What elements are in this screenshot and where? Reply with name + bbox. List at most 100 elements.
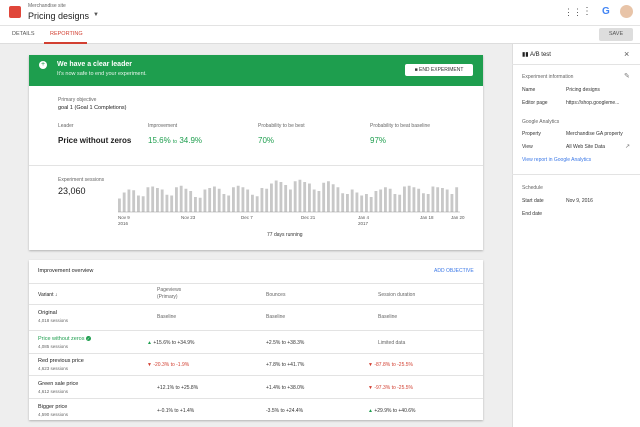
dropdown-caret[interactable]: ▼: [93, 12, 99, 18]
session-bar: [450, 194, 454, 212]
session-bar: [165, 194, 169, 212]
cell: Baseline: [266, 314, 286, 320]
session-bar: [403, 186, 406, 212]
column-header: Bounces: [266, 292, 286, 298]
cell: Baseline: [378, 314, 398, 320]
google-icon[interactable]: G: [602, 6, 610, 17]
x-tick-label: Dec 21: [301, 215, 316, 220]
session-bar: [208, 188, 212, 212]
side-panel: [512, 44, 640, 427]
session-bar: [213, 186, 216, 212]
label: Primary objective: [58, 97, 97, 103]
more-icon[interactable]: ⋮: [582, 6, 592, 17]
session-bar: [346, 194, 349, 212]
session-bar: [289, 189, 292, 212]
session-bar: [274, 180, 278, 212]
session-bar: [255, 196, 259, 212]
session-bar: [227, 195, 231, 212]
button-label: END EXPERIMENT: [418, 67, 464, 73]
cell: -3.5% to +24.4%: [266, 408, 304, 414]
cell: ▼ -87.8% to -25.5%: [368, 362, 413, 368]
edit-icon[interactable]: ✎: [624, 73, 630, 80]
session-bar: [156, 188, 159, 212]
session-bar: [132, 190, 136, 212]
column-subheader: (Primary): [157, 294, 178, 300]
session-bar: [308, 183, 311, 212]
session-bar: [398, 194, 402, 212]
label: Name: [522, 87, 536, 93]
x-tick-label: Jan 20: [451, 215, 465, 220]
label: Experiment sessions: [58, 177, 105, 183]
section-title: Schedule: [522, 185, 543, 191]
session-bar: [312, 189, 316, 212]
end-experiment-button[interactable]: ■ END EXPERIMENT: [405, 64, 473, 76]
divider: [512, 64, 640, 65]
session-bar: [198, 197, 202, 212]
tab-bar: [0, 25, 640, 44]
experiment-title[interactable]: Pricing designs: [28, 11, 90, 21]
variant-name: Red previous price: [38, 358, 84, 364]
value: Nov 9, 2016: [566, 198, 593, 204]
tab-active[interactable]: REPORTING: [50, 31, 83, 37]
divider: [29, 304, 483, 305]
label: End date: [522, 211, 543, 217]
add-objective[interactable]: ADD OBJECTIVE: [434, 268, 474, 274]
session-bar: [441, 188, 444, 212]
session-bar: [265, 188, 269, 212]
session-bar: [393, 194, 397, 212]
session-bar: [241, 187, 245, 212]
label: Leader: [58, 123, 74, 129]
session-bar: [374, 191, 378, 212]
apps-icon[interactable]: ⋮⋮: [564, 7, 582, 17]
cell: Baseline: [157, 314, 177, 320]
label: View: [522, 144, 533, 150]
cell: ▲ +15.6% to +34.9%: [147, 340, 195, 346]
session-bar: [127, 189, 131, 212]
site-name: Merchandise site: [28, 3, 66, 9]
session-bar: [194, 197, 197, 212]
session-bar: [317, 191, 321, 212]
value: All Web Site Data: [566, 144, 606, 150]
session-bar: [279, 182, 283, 212]
divider: [29, 353, 483, 354]
report-link[interactable]: View report in Google Analytics: [522, 157, 592, 163]
variant-sessions: 4,085 sessions: [38, 344, 69, 349]
session-bar: [284, 185, 288, 212]
label: Property: [522, 131, 541, 137]
session-bar: [298, 179, 302, 212]
label: Improvement: [148, 123, 178, 129]
avatar[interactable]: [620, 5, 633, 18]
overview-card: [29, 260, 483, 420]
session-bar: [160, 189, 164, 212]
session-bar: [246, 189, 250, 212]
session-bar: [455, 187, 459, 212]
close-icon[interactable]: ×: [624, 49, 630, 59]
session-bar: [360, 195, 364, 212]
session-bar: [379, 189, 383, 212]
value: https://shop.googleme...: [566, 100, 620, 106]
cell: +1.4% to +38.0%: [266, 385, 305, 391]
session-bar: [189, 191, 193, 212]
session-bar: [122, 192, 126, 212]
panel-title: ▮▮ A/B test: [522, 52, 551, 58]
tab[interactable]: DETAILS: [12, 31, 35, 37]
top-bar: [0, 0, 640, 25]
external-link-icon[interactable]: ↗: [625, 144, 631, 150]
variant-name: Price without zeros ✓: [38, 336, 91, 342]
x-tick-label: Dec 7: [241, 215, 253, 220]
x-tick-label: Nov 9: [118, 215, 130, 220]
session-bar: [184, 188, 188, 212]
leader-name: Price without zeros: [38, 336, 85, 342]
cell: Limited data: [378, 340, 406, 346]
save-button[interactable]: SAVE: [599, 28, 633, 41]
column-header[interactable]: Variant ↓: [38, 292, 58, 298]
session-bar: [293, 181, 297, 212]
value: Pricing designs: [566, 87, 600, 93]
session-bar: [137, 195, 140, 212]
value: Merchandise GA property: [566, 131, 623, 137]
banner-subtitle: It's now safe to end your experiment.: [57, 71, 147, 77]
session-bar: [388, 188, 392, 212]
variant-name: Original: [38, 310, 57, 316]
check-icon: ✓: [86, 336, 91, 341]
